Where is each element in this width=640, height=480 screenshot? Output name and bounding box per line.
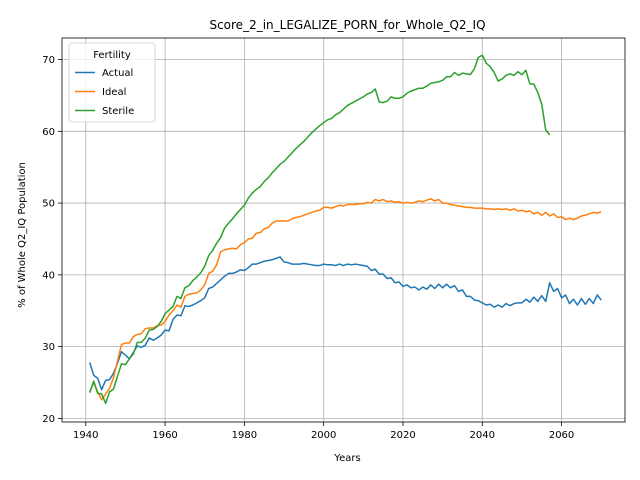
y-tick-label: 50: [42, 199, 55, 210]
chart-title: Score_2_in_LEGALIZE_PORN_for_Whole_Q2_IQ: [209, 18, 485, 32]
x-tick-label: 2040: [470, 430, 495, 441]
x-axis-label: Years: [333, 453, 360, 464]
x-tick-label: 1960: [152, 430, 177, 441]
legend-label-ideal: Ideal: [102, 87, 126, 98]
axes: 1940 1960 1980 2000 2020 2040 2060 20 30 40 50 60 70: [42, 37, 626, 441]
x-tick-label: 1980: [232, 430, 257, 441]
legend-title: Fertility: [93, 50, 131, 61]
y-tick-label: 70: [42, 55, 55, 66]
series-line-sterile: [89, 54, 551, 405]
x-tick-label: 2000: [311, 430, 336, 441]
legend: Fertility Actual Ideal Sterile: [68, 42, 156, 123]
y-tick-label: 60: [42, 127, 55, 138]
series-line-ideal: [89, 198, 602, 401]
plot-frame: [61, 37, 626, 423]
y-axis-label: % of Whole Q2_IQ Population: [17, 162, 28, 308]
x-tick-label: 1940: [73, 430, 98, 441]
series-line-actual: [89, 256, 602, 391]
grid: [62, 38, 625, 422]
series-lines: [89, 54, 602, 405]
y-tick-label: 30: [42, 342, 55, 353]
legend-box: [68, 42, 156, 123]
legend-label-sterile: Sterile: [102, 106, 134, 117]
x-tick-label: 2020: [390, 430, 415, 441]
y-tick-label: 40: [42, 270, 55, 281]
x-tick-label: 2060: [549, 430, 574, 441]
y-tick-label: 20: [42, 414, 55, 425]
legend-label-actual: Actual: [102, 68, 133, 79]
